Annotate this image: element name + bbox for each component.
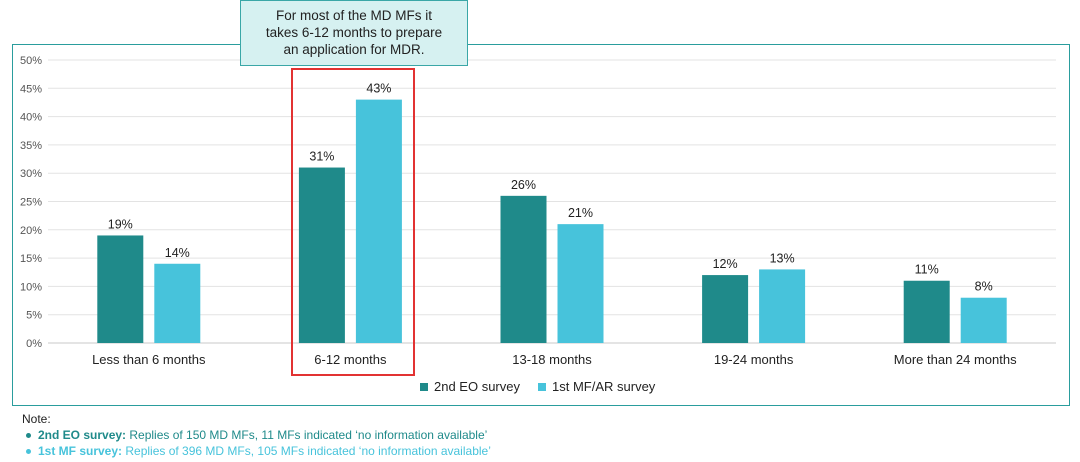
y-tick-label: 15% xyxy=(20,253,42,265)
bar-2nd-eo xyxy=(500,195,547,343)
y-tick-label: 0% xyxy=(26,338,42,350)
data-label: 12% xyxy=(713,257,738,271)
data-label: 11% xyxy=(915,263,939,277)
y-tick-label: 30% xyxy=(20,168,42,180)
note-line-1: 2nd EO survey: Replies of 150 MD MFs, 11… xyxy=(38,428,487,442)
data-label: 8% xyxy=(975,280,993,294)
bar-1st-mf xyxy=(154,263,201,343)
callout-line-1: For most of the MD MFs it xyxy=(275,8,433,23)
chart-frame xyxy=(12,44,1070,406)
bar-1st-mf xyxy=(960,297,1007,343)
data-label: 26% xyxy=(511,178,536,192)
legend-swatch-light xyxy=(538,382,546,391)
note-title: Note: xyxy=(22,412,51,426)
legend: 2nd EO survey 1st MF/AR survey xyxy=(420,379,655,394)
data-label: 13% xyxy=(770,251,795,265)
callout-box: For most of the MD MFs it takes 6-12 mon… xyxy=(240,0,468,66)
callout-line-3: an application for MDR. xyxy=(283,42,425,57)
bar-1st-mf xyxy=(355,99,402,344)
highlight-box xyxy=(291,68,415,376)
callout-line-2: takes 6-12 months to prepare xyxy=(265,25,443,40)
bar-2nd-eo xyxy=(702,275,749,343)
data-label: 31% xyxy=(309,150,334,164)
x-category-label: Less than 6 months xyxy=(92,352,206,367)
data-label: 21% xyxy=(568,206,593,220)
note-line-2: 1st MF survey: Replies of 396 MD MFs, 10… xyxy=(38,444,491,458)
note-line-2-label: 1st MF survey: xyxy=(38,444,123,458)
legend-label-2nd-eo: 2nd EO survey xyxy=(434,379,520,394)
note-line-2-text: Replies of 396 MD MFs, 105 MFs indicated… xyxy=(122,444,491,458)
note-line-1-text: Replies of 150 MD MFs, 11 MFs indicated … xyxy=(126,428,488,442)
note-bullet-2 xyxy=(26,449,31,454)
y-tick-label: 20% xyxy=(20,225,42,237)
x-category-label: 19-24 months xyxy=(714,352,794,367)
x-category-label: More than 24 months xyxy=(894,352,1017,367)
x-category-label: 13-18 months xyxy=(512,352,592,367)
y-tick-label: 45% xyxy=(20,83,42,95)
y-tick-label: 35% xyxy=(20,140,42,152)
x-category-label: 6-12 months xyxy=(314,352,387,367)
legend-item-2nd-eo: 2nd EO survey xyxy=(420,379,520,394)
note-line-1-label: 2nd EO survey: xyxy=(38,428,127,442)
bar-2nd-eo xyxy=(903,280,950,343)
y-tick-label: 25% xyxy=(20,197,42,209)
data-label: 43% xyxy=(366,82,391,96)
bar-1st-mf xyxy=(557,224,604,343)
legend-swatch-dark xyxy=(420,382,428,391)
bar-2nd-eo xyxy=(298,167,345,343)
note-bullet-1 xyxy=(26,433,31,438)
data-label: 14% xyxy=(165,246,190,260)
legend-label-1st-mf: 1st MF/AR survey xyxy=(552,379,656,394)
data-label: 19% xyxy=(108,217,133,231)
y-tick-label: 50% xyxy=(20,55,42,67)
y-tick-label: 5% xyxy=(26,310,42,322)
y-tick-label: 10% xyxy=(20,281,42,293)
bar-2nd-eo xyxy=(97,235,144,343)
bar-1st-mf xyxy=(759,269,806,343)
legend-item-1st-mf: 1st MF/AR survey xyxy=(538,379,655,394)
y-tick-label: 40% xyxy=(20,112,42,124)
